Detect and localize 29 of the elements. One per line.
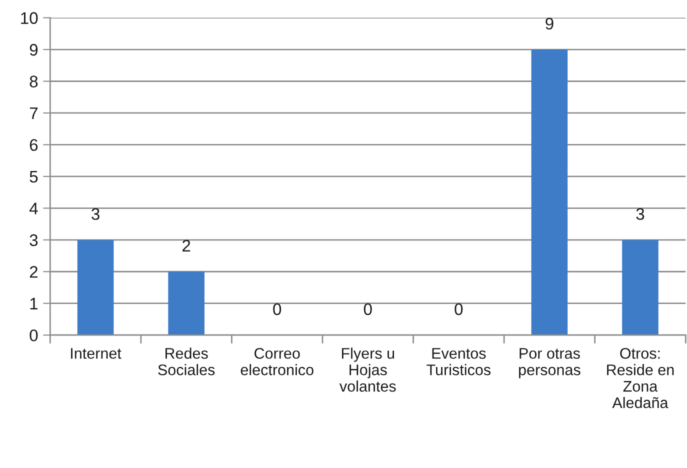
y-tick-label: 0 — [30, 329, 38, 342]
bar — [622, 240, 658, 336]
x-tick-label: Otros: Reside en Zona Aledaña — [607, 348, 674, 408]
data-label: 2 — [182, 240, 190, 252]
bar — [531, 50, 568, 336]
y-tick-label: 4 — [29, 202, 38, 214]
data-label: 0 — [364, 303, 372, 316]
y-tick-label: 9 — [30, 44, 38, 56]
bar — [77, 240, 114, 336]
data-label: 3 — [92, 208, 100, 220]
x-tick-label: Flyers u Hojas volantes — [339, 348, 396, 392]
data-label: 0 — [454, 303, 463, 316]
x-tick-label: Correo electronico — [240, 348, 314, 376]
y-tick-label: 1 — [30, 298, 38, 310]
data-label: 9 — [546, 18, 554, 30]
bar — [168, 272, 204, 336]
x-tick-label: Por otras personas — [519, 348, 580, 378]
y-tick-label: 10 — [21, 12, 38, 24]
x-tick-label: Internet — [71, 348, 122, 359]
y-tick-label: 5 — [30, 171, 38, 183]
y-tick-label: 3 — [30, 234, 38, 246]
y-tick-label: 8 — [30, 76, 38, 88]
y-tick-label: 2 — [30, 266, 38, 278]
data-label: 3 — [636, 208, 644, 220]
x-tick-label: Redes Sociales — [158, 348, 215, 376]
y-tick-label: 6 — [30, 139, 38, 151]
x-tick-label: Eventos Turisticos — [426, 348, 491, 376]
y-tick-label: 7 — [30, 108, 38, 120]
data-label: 0 — [273, 303, 282, 316]
